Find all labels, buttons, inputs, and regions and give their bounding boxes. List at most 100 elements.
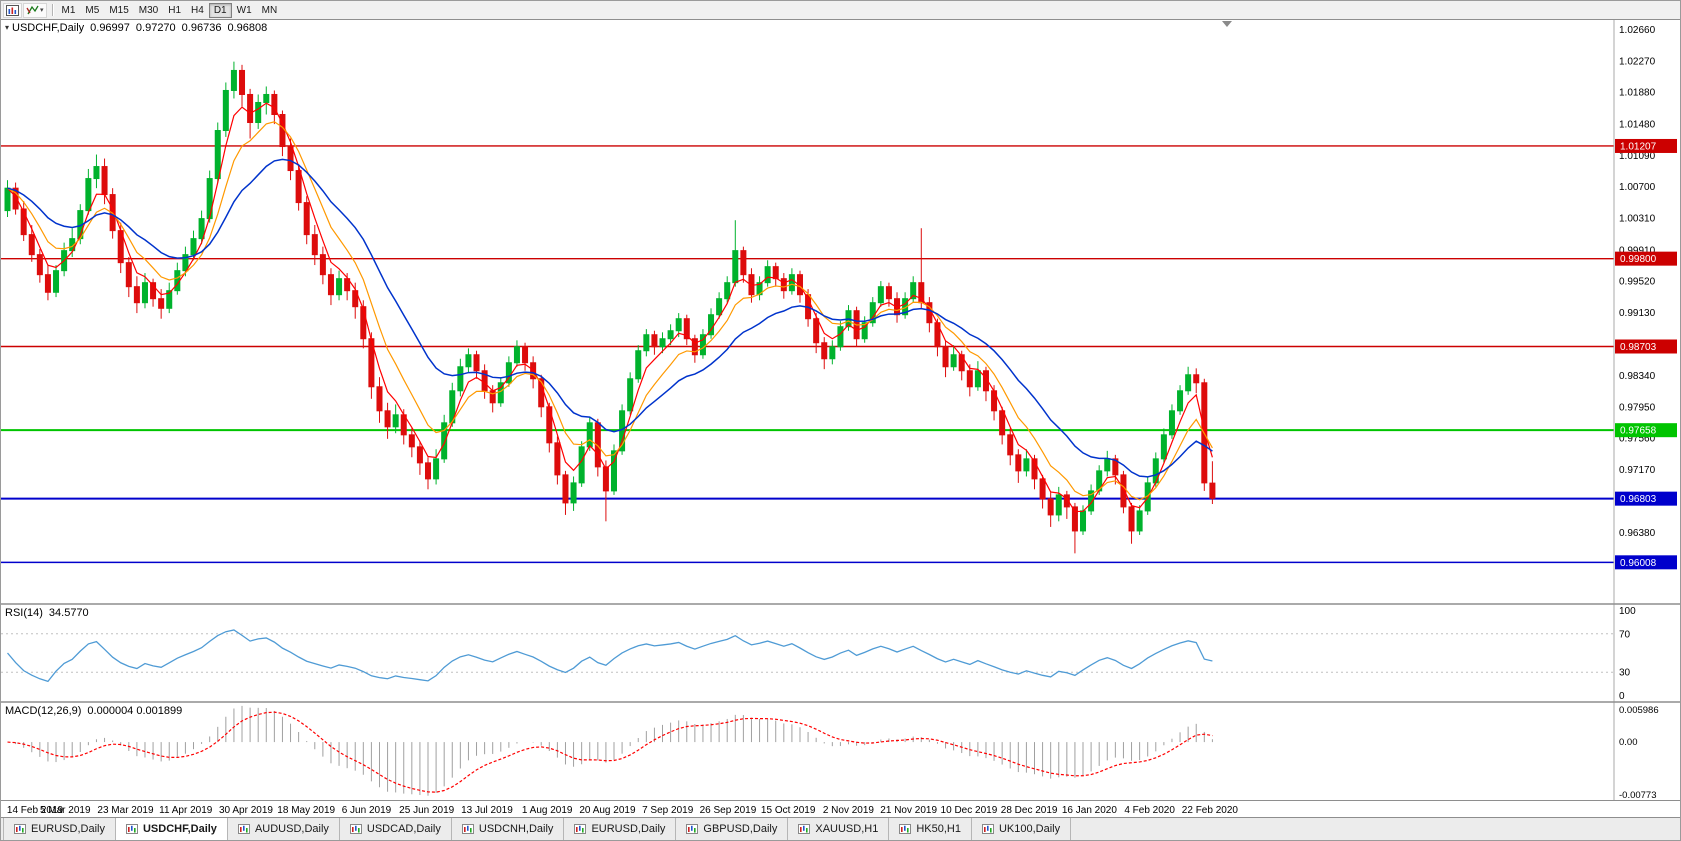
timeframe-button-h4[interactable]: H4 <box>186 3 209 18</box>
rsi-axis-label: 0 <box>1619 691 1625 702</box>
macd-signal-line <box>7 711 1213 793</box>
time-axis-label: 5 Mar 2019 <box>40 805 91 816</box>
macd-legend: MACD(12,26,9) 0.000004 0.001899 <box>5 705 182 717</box>
timeframe-button-mn[interactable]: MN <box>257 3 283 18</box>
time-axis-label: 11 Apr 2019 <box>159 805 213 816</box>
chart-tab-label: UK100,Daily <box>998 823 1061 835</box>
price-axis-label: 0.97950 <box>1619 402 1656 413</box>
high-value: 0.97270 <box>135 22 176 34</box>
candlestick-chart-icon <box>686 824 699 834</box>
timeframe-button-m15[interactable]: M15 <box>104 3 133 18</box>
price-axis[interactable]: 1.02660 1.02270 1.01880 1.01480 1.01090 1.007… <box>1613 20 1677 800</box>
level-price-tag-label: 0.96803 <box>1620 494 1657 505</box>
time-axis-label: 1 Aug 2019 <box>522 805 573 816</box>
time-axis-label: 13 Jul 2019 <box>461 805 513 816</box>
price-axis-label: 1.02660 <box>1619 25 1656 36</box>
macd-values: 0.000004 0.001899 <box>87 705 183 717</box>
chart-tab-label: GBPUSD,Daily <box>703 823 778 835</box>
price-chart-svg[interactable]: 1.02660 1.02270 1.01880 1.01480 1.01090 1.007… <box>1 20 1680 817</box>
candlestick-chart-icon <box>125 824 138 834</box>
level-price-tag <box>1615 423 1677 438</box>
dropdown-caret-icon: ▾ <box>40 7 44 14</box>
rsi-axis-label: 30 <box>1619 668 1631 679</box>
time-axis-label: 23 Mar 2019 <box>97 805 154 816</box>
time-axis-label: 20 Aug 2019 <box>579 805 636 816</box>
chart-tab-eurusd-daily[interactable]: EURUSD,Daily <box>3 818 116 840</box>
macd-panel[interactable]: 0.005986 0.00 -0.00773 <box>7 705 1659 801</box>
level-price-tag <box>1615 138 1677 153</box>
chart-tab-gbpusd-daily[interactable]: GBPUSD,Daily <box>676 818 789 840</box>
rsi-value: 34.5770 <box>48 607 89 619</box>
chart-tab-label: USDCNH,Daily <box>478 823 554 835</box>
ma-fast-line <box>7 102 1213 513</box>
price-axis-label: 1.01480 <box>1619 120 1656 131</box>
price-axis-label: 0.98340 <box>1619 371 1656 382</box>
low-value: 0.96736 <box>181 22 222 34</box>
time-axis-label: 15 Oct 2019 <box>761 805 816 816</box>
price-axis-label: 1.02270 <box>1619 56 1656 67</box>
ma-slow-line <box>7 158 1213 478</box>
timeframe-button-m1[interactable]: M1 <box>57 3 81 18</box>
chart-tab-usdchf-daily[interactable]: USDCHF,Daily <box>115 818 228 840</box>
rsi-axis-label: 70 <box>1619 629 1631 640</box>
chart-window-icon <box>6 4 19 16</box>
level-price-tag-label: 0.98703 <box>1620 342 1657 353</box>
candlestick-chart-icon <box>981 824 994 834</box>
rsi-label: RSI(14) <box>5 607 43 619</box>
chart-area[interactable]: 1.02660 1.02270 1.01880 1.01480 1.01090 1.007… <box>1 20 1680 817</box>
macd-label: MACD(12,26,9) <box>5 705 82 717</box>
open-value: 0.96997 <box>90 22 130 34</box>
crosshair-tool-icon <box>26 5 39 14</box>
crosshair-tool-icon-button[interactable]: ▾ <box>23 2 47 18</box>
chart-tab-uk100-daily[interactable]: UK100,Daily <box>971 818 1072 840</box>
level-price-tag-label: 0.96008 <box>1620 558 1657 569</box>
time-axis-label: 25 Jun 2019 <box>399 805 454 816</box>
chart-tab-label: XAUUSD,H1 <box>815 823 879 835</box>
rsi-panel[interactable]: 100 70 30 0 <box>1 606 1636 702</box>
timeframe-button-m30[interactable]: M30 <box>134 3 163 18</box>
chart-shift-marker-icon[interactable] <box>1221 21 1232 27</box>
timeframe-button-m5[interactable]: M5 <box>80 3 104 18</box>
time-axis-label: 2 Nov 2019 <box>823 805 875 816</box>
candlestick-chart-icon <box>461 824 474 834</box>
expand-triangle-icon[interactable]: ▾ <box>5 23 10 32</box>
timeframe-button-h1[interactable]: H1 <box>163 3 186 18</box>
chart-tab-label: EURUSD,Daily <box>31 823 105 835</box>
chart-tab-bar: EURUSD,Daily USDCHF,Daily AUDUSD,Daily USDC… <box>1 817 1680 840</box>
level-price-tag <box>1615 555 1677 570</box>
chart-window-icon-button[interactable] <box>3 2 22 18</box>
price-axis-label: 0.97560 <box>1619 434 1656 445</box>
price-axis-label: 0.99520 <box>1619 277 1656 288</box>
time-axis-label: 16 Jan 2020 <box>1062 805 1117 816</box>
chart-tab-eurusd-daily[interactable]: EURUSD,Daily <box>564 818 677 840</box>
time-axis-label: 28 Dec 2019 <box>1001 805 1058 816</box>
price-axis-label: 1.00700 <box>1619 182 1656 193</box>
rsi-line <box>7 629 1213 683</box>
time-axis-label: 22 Feb 2020 <box>1182 805 1239 816</box>
candlestick-chart-icon <box>349 824 362 834</box>
candlestick-chart-icon <box>798 824 811 834</box>
candlestick-chart-icon <box>574 824 587 834</box>
chart-tab-usdcnh-daily[interactable]: USDCNH,Daily <box>451 818 565 840</box>
timeframe-button-d1[interactable]: D1 <box>208 2 232 18</box>
price-axis-label: 0.99130 <box>1619 308 1656 319</box>
macd-axis-min-label: -0.00773 <box>1619 790 1657 801</box>
chart-tab-label: AUDUSD,Daily <box>254 823 329 835</box>
timeframe-button-w1[interactable]: W1 <box>232 3 257 18</box>
chart-tab-xauusd-h1[interactable]: XAUUSD,H1 <box>788 818 890 840</box>
chart-tab-hk50-h1[interactable]: HK50,H1 <box>889 818 972 840</box>
time-axis-label: 4 Feb 2020 <box>1124 805 1175 816</box>
time-axis-label: 6 Jun 2019 <box>342 805 392 816</box>
level-lines-layer[interactable] <box>1 145 1614 564</box>
time-axis-label: 26 Sep 2019 <box>700 805 757 816</box>
chart-tab-label: HK50,H1 <box>916 823 961 835</box>
chart-tab-label: USDCHF,Daily <box>142 823 217 835</box>
price-axis-label: 0.97170 <box>1619 465 1656 476</box>
level-price-tag <box>1615 251 1677 266</box>
chart-tab-audusd-daily[interactable]: AUDUSD,Daily <box>227 818 340 840</box>
chart-tab-usdcad-daily[interactable]: USDCAD,Daily <box>339 818 452 840</box>
level-price-tag <box>1615 491 1677 506</box>
rsi-axis-label: 100 <box>1619 606 1636 617</box>
